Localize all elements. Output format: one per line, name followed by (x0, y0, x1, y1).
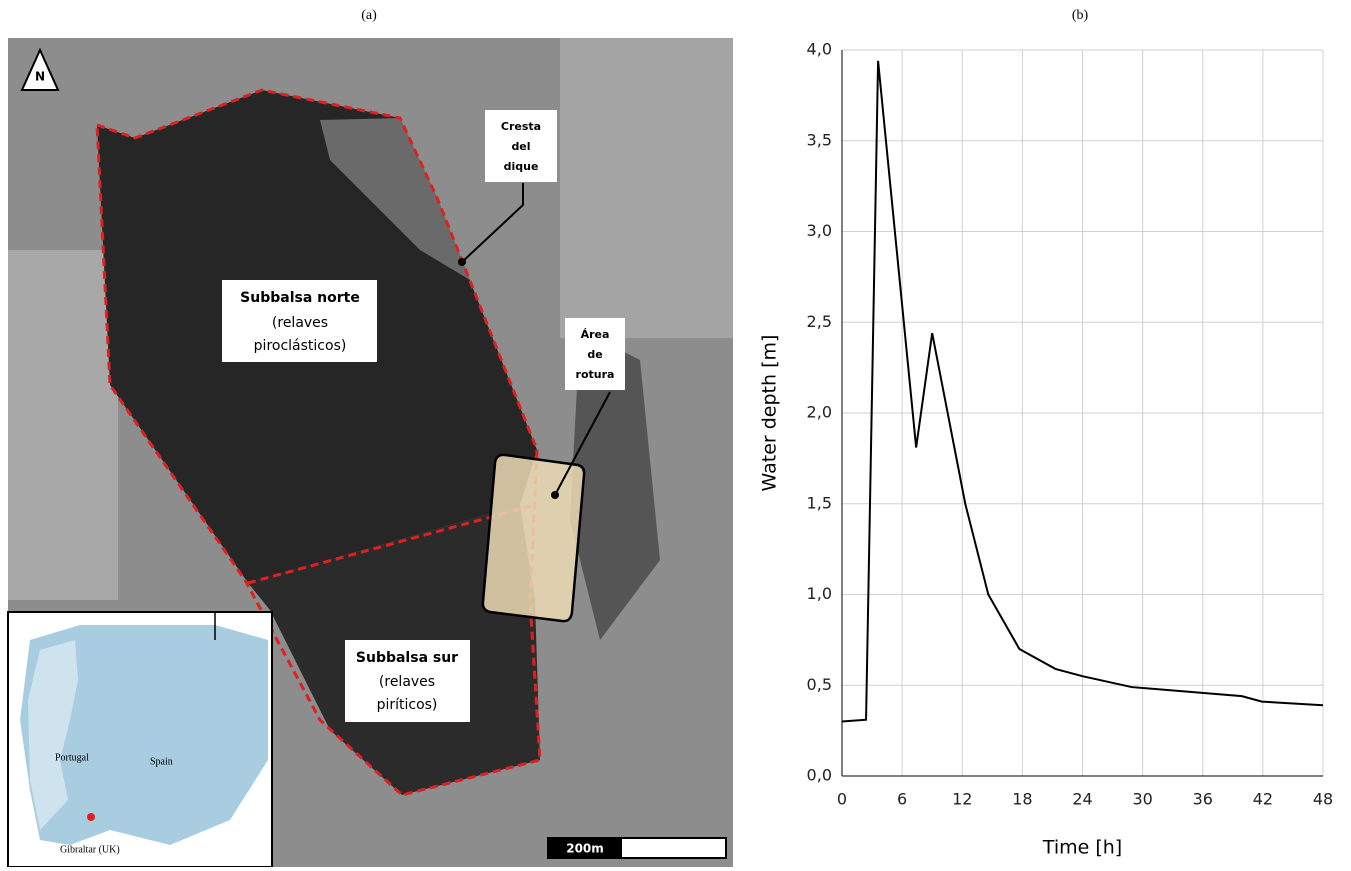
x-axis-title: Time [h] (1042, 837, 1122, 859)
scale-label: 200m (566, 842, 604, 856)
map-label: piroclásticos) (254, 338, 347, 354)
aerial-photo: N Subbalsa norte (relaves piroclásticos)… (8, 38, 733, 867)
y-tick-label: 1,0 (807, 584, 832, 603)
figure: (a) (b) N Subbalsa norte (relaves pirocl… (0, 0, 1351, 867)
inset-label: Portugal (55, 752, 89, 763)
map-label: Cresta (501, 120, 541, 133)
panel-label: (a) (361, 8, 377, 23)
x-tick-label: 30 (1132, 790, 1152, 809)
x-tick-label: 42 (1253, 790, 1273, 809)
inset-label: Spain (150, 756, 173, 767)
y-tick-label: 3,0 (807, 221, 832, 240)
y-axis-title: Water depth [m] (759, 335, 781, 492)
x-tick-label: 12 (952, 790, 972, 809)
map-label: (relaves (379, 674, 435, 690)
inset-label: Gibraltar (UK) (60, 844, 120, 855)
map-label: piríticos) (377, 697, 438, 713)
y-tick-label: 1,5 (807, 493, 832, 512)
north-label: N (35, 70, 45, 84)
y-tick-label: 2,5 (807, 312, 832, 331)
line-chart: 0,0 0,5 1,0 1,5 2,0 2,5 3,0 3,5 4,0 0 6 12 18 24 30 36 4… (759, 40, 1334, 859)
x-tick-label: 48 (1313, 790, 1333, 809)
y-tick-label: 2,0 (807, 403, 832, 422)
x-tick-label: 24 (1072, 790, 1092, 809)
x-tick-label: 6 (897, 790, 907, 809)
x-tick-label: 36 (1193, 790, 1213, 809)
y-tick-label: 0,0 (807, 766, 832, 785)
y-tick-label: 3,5 (807, 130, 832, 149)
panel-label: (b) (1072, 8, 1089, 23)
map-label: del (511, 140, 530, 153)
map-label: rotura (576, 368, 615, 381)
map-label: de (587, 348, 602, 361)
map-label: (relaves (272, 315, 328, 331)
map-label: Área (581, 328, 610, 341)
map-label: Subbalsa sur (356, 650, 458, 666)
y-tick-label: 0,5 (807, 675, 832, 694)
map-label: Subbalsa norte (240, 290, 360, 306)
y-tick-label: 4,0 (807, 40, 832, 59)
map-label: dique (504, 160, 539, 173)
x-tick-label: 18 (1012, 790, 1032, 809)
x-tick-label: 0 (837, 790, 847, 809)
